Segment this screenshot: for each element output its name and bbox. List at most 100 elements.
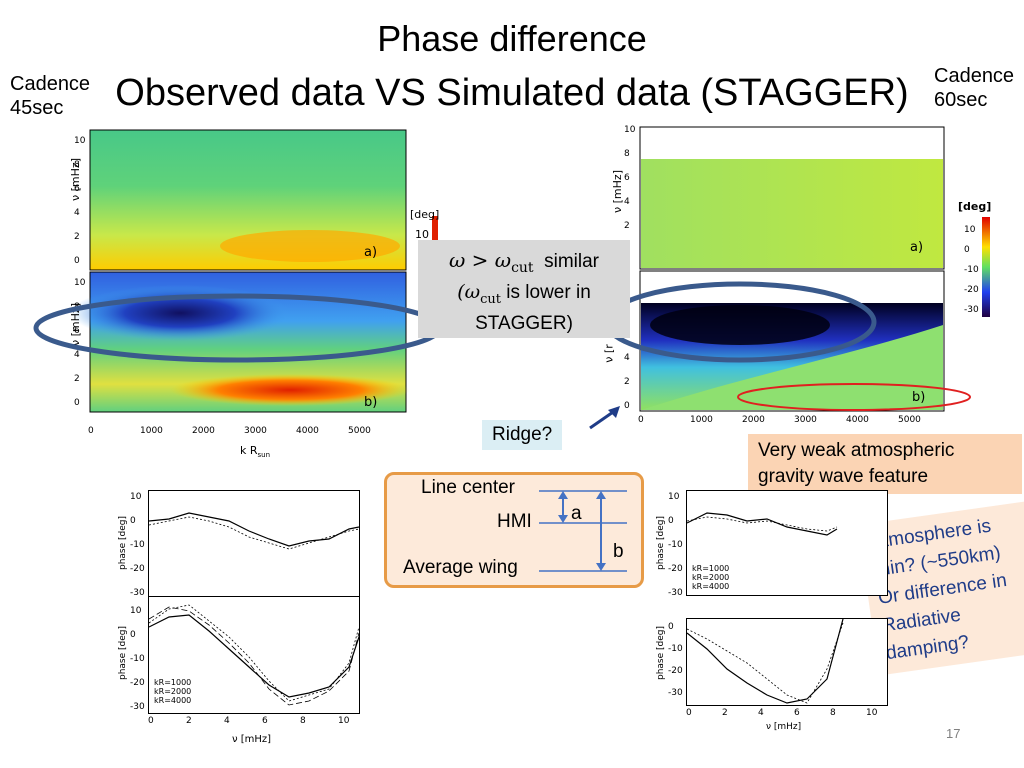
small-left-xtick: 10	[338, 716, 350, 726]
left-xtick: 5000	[348, 426, 371, 436]
diagram-hmi: HMI	[497, 511, 532, 532]
small-right-ylabel-top: phase [deg]	[656, 515, 667, 571]
small-left-xtick: 8	[300, 716, 306, 726]
callout-line3: STAGGER)	[475, 312, 573, 334]
left-phase-map-svg: a) b)	[70, 129, 438, 413]
small-left-ytick-top: 0	[130, 516, 136, 526]
left-panel-a-label: a)	[364, 245, 377, 260]
small-left-ytick-bot: 10	[130, 606, 142, 616]
small-right-xtick: 10	[866, 708, 878, 718]
left-cbar-tick: 10	[415, 228, 429, 241]
left-xtick: 0	[88, 426, 94, 436]
small-right-ylabel-bot: phase [deg]	[656, 625, 667, 681]
left-cbar-label: [deg]	[410, 208, 440, 221]
left-xtick: 4000	[296, 426, 319, 436]
small-right-xtick: 6	[794, 708, 800, 718]
right-panel-a	[641, 159, 943, 268]
small-left-bottom-svg	[148, 604, 360, 706]
small-left-ytick-top: -30	[130, 588, 145, 598]
right-ylabel-a: ν [mHz]	[611, 170, 624, 213]
right-xtick: 1000	[690, 415, 713, 425]
left-xtick: 1000	[140, 426, 163, 436]
left-xtick: 3000	[244, 426, 267, 436]
right-highlight-ellipse	[603, 281, 877, 363]
right-cbar-tick: -20	[964, 285, 979, 295]
small-left-ytick-bot: -30	[130, 702, 145, 712]
small-left-ytick-bot: -10	[130, 654, 145, 664]
small-right-xtick: 8	[830, 708, 836, 718]
small-left-legend: kR=1000 kR=2000 kR=4000	[154, 678, 192, 705]
weak-feature-line2: gravity wave feature	[758, 466, 929, 487]
right-ytick-a: 2	[624, 221, 630, 231]
left-ytick-b: 0	[74, 398, 80, 408]
small-left-top-svg	[148, 512, 360, 550]
left-ytick-a: 4	[74, 208, 80, 218]
right-cbar-tick: 0	[964, 245, 970, 255]
left-ytick-a: 10	[74, 136, 86, 146]
right-ytick-a: 10	[624, 125, 636, 135]
small-right-top-svg	[686, 512, 838, 536]
small-right-ytick-bot: -30	[668, 688, 683, 698]
left-panel-b-label: b)	[364, 395, 377, 410]
small-left-ytick-top: -10	[130, 540, 145, 550]
right-panel-b-label: b)	[912, 390, 925, 405]
small-left-bottom	[148, 596, 360, 714]
left-ytick-b: 4	[74, 350, 80, 360]
right-ytick-a: 8	[624, 149, 630, 159]
right-xtick: 2000	[742, 415, 765, 425]
small-right-bottom	[686, 618, 888, 706]
small-left-xtick: 2	[186, 716, 192, 726]
callout-line1: ω > ωcut similar	[448, 248, 600, 276]
left-ytick-a: 0	[74, 256, 80, 266]
right-cbar-label: [deg]	[958, 200, 992, 213]
diagram-line-center: Line center	[421, 477, 516, 498]
left-ytick-b: 6	[74, 326, 80, 336]
right-ytick-b: 0	[624, 401, 630, 411]
small-right-plot: phase [deg] phase [deg] ν [mHz] kR=1000 …	[648, 488, 898, 738]
small-left-xtick: 4	[224, 716, 230, 726]
right-xtick: 4000	[846, 415, 869, 425]
right-xtick: 3000	[794, 415, 817, 425]
line-formation-diagram: Line center HMI Average wing a b	[384, 472, 644, 588]
cadence-left-label: Cadence	[10, 73, 91, 95]
right-ytick-a: 6	[624, 173, 630, 183]
left-ytick-a: 6	[74, 184, 80, 194]
right-xtick: 5000	[898, 415, 921, 425]
small-left-ylabel-bot: phase [deg]	[118, 625, 129, 681]
weak-feature-note: Very weak atmospheric gravity wave featu…	[748, 434, 1022, 494]
small-right-ytick-bot: 0	[668, 622, 674, 632]
small-left-ytick-top: 10	[130, 492, 142, 502]
small-left-ylabel-top: phase [deg]	[118, 515, 129, 571]
left-xlabel: k Rsun	[240, 444, 271, 460]
small-left-plot: phase [deg] phase [deg] ν [mHz] kR=1000 …	[110, 488, 370, 758]
right-colorbar	[982, 217, 990, 317]
weak-feature-line1: Very weak atmospheric	[758, 440, 955, 461]
right-ytick-b: 2	[624, 377, 630, 387]
small-right-ytick-top: 0	[668, 516, 674, 526]
small-left-ytick-top: -20	[130, 564, 145, 574]
small-left-top	[148, 490, 360, 598]
small-right-bottom-svg	[686, 618, 844, 704]
small-left-xtick: 6	[262, 716, 268, 726]
ridge-label: Ridge?	[482, 420, 563, 450]
left-colorbar	[432, 216, 438, 244]
left-ytick-a: 8	[74, 160, 80, 170]
left-highlight-ellipse	[33, 293, 443, 363]
small-left-ytick-bot: 0	[130, 630, 136, 640]
left-xtick: 2000	[192, 426, 215, 436]
small-right-ytick-bot: -20	[668, 666, 683, 676]
right-cbar-tick: -10	[964, 265, 979, 275]
small-right-ytick-top: -20	[668, 564, 683, 574]
cadence-right-value: 60sec	[934, 89, 988, 111]
right-red-ellipse	[737, 383, 971, 411]
small-right-ytick-top: -30	[668, 588, 683, 598]
slide-title-line2: Observed data VS Simulated data (STAGGER…	[115, 72, 909, 114]
diagram-b: b	[613, 541, 624, 562]
right-panel-a-label: a)	[910, 240, 923, 255]
left-ytick-b: 2	[74, 374, 80, 384]
left-ytick-a: 2	[74, 232, 80, 242]
diagram-lines	[539, 490, 627, 572]
small-left-xlabel: ν [mHz]	[232, 734, 272, 745]
right-ytick-b: 4	[624, 353, 630, 363]
